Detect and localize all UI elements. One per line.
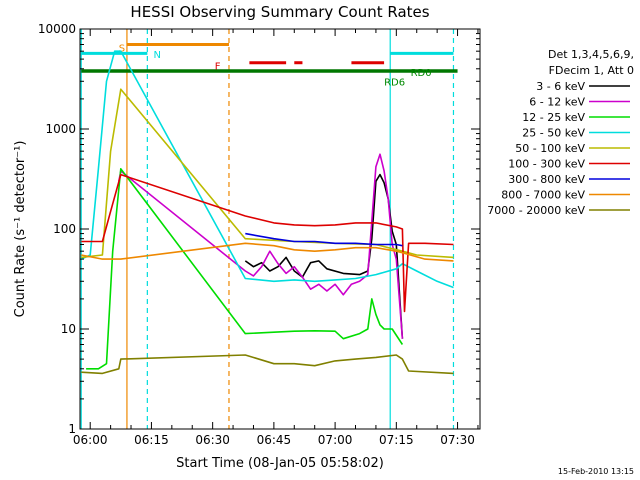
annotation-n: N [153,50,160,61]
legend: Det 1,3,4,5,6,9, FDecim 1, Att 0 3 - 6 k… [487,48,634,217]
series-800-7000-kev [81,242,454,262]
legend-label-25-50-kev: 25 - 50 keV [522,127,585,140]
legend-label-300-800-kev: 300 - 800 keV [508,173,585,186]
y-tick-label: 10 [61,322,76,336]
series-layer [80,50,454,375]
series-3-6-kev [244,173,404,339]
x-axis: 06:00 06:15 06:30 06:45 07:00 07:15 07:30 [73,29,479,447]
legend-label-50-100-kev: 50 - 100 keV [515,142,585,155]
series-12-25-kev [86,168,404,370]
y-axis-label: Count Rate (s⁻¹ detector⁻¹) [13,141,28,318]
series-line-3-6-kev [244,173,404,339]
x-axis-label: Start Time (08-Jan-05 05:58:02) [176,456,384,471]
series-100-300-kev [81,173,454,313]
y-axis: 1 10 100 1000 10000 [38,22,480,436]
annotation-rd0: RD0 [411,68,432,79]
series-line-6-12-kev [118,153,404,339]
x-tick-label: 06:45 [257,433,292,447]
legend-label-3-6-kev: 3 - 6 keV [536,80,585,93]
x-tick-label: 07:30 [440,433,475,447]
series-line-100-300-kev [81,173,454,313]
x-tick-label: 07:15 [379,433,414,447]
y-tick-label: 100 [53,222,76,236]
series-300-800-kev [245,232,403,247]
legend-header-line-1: Det 1,3,4,5,6,9, [548,48,634,61]
series-line-12-25-kev [86,168,404,370]
series-line-25-50-kev [80,50,454,289]
legend-label-12-25-kev: 12 - 25 keV [522,111,585,124]
y-tick-label: 1000 [45,122,76,136]
annotation-rd6: RD6 [384,77,405,88]
x-tick-label: 07:00 [318,433,353,447]
series-7000-20000-kev [81,354,454,375]
chart-title: HESSI Observing Summary Count Rates [130,3,429,21]
x-tick-label: 06:15 [134,433,169,447]
annotation-s: S [119,44,125,55]
annotation-f: F [215,62,221,73]
legend-label-7000-20000-kev: 7000 - 20000 keV [487,204,585,217]
series-25-50-kev [80,50,454,289]
footer-date: 15-Feb-2010 13:15 [558,467,634,476]
series-6-12-kev [118,153,404,339]
x-tick-label: 06:00 [73,433,108,447]
legend-header-line-2: FDecim 1, Att 0 [549,64,634,77]
legend-label-800-7000-kev: 800 - 7000 keV [501,189,585,202]
legend-entries: 3 - 6 keV 6 - 12 keV 12 - 25 keV 25 - 50 ke… [487,80,630,217]
y-tick-label: 10000 [38,22,76,36]
x-tick-label: 06:30 [195,433,230,447]
legend-label-6-12-kev: 6 - 12 keV [529,96,585,109]
y-tick-label: 1 [68,422,76,436]
series-line-7000-20000-kev [81,354,454,375]
legend-label-100-300-kev: 100 - 300 keV [508,158,585,171]
series-line-800-7000-kev [81,242,454,262]
series-line-300-800-kev [245,232,403,247]
